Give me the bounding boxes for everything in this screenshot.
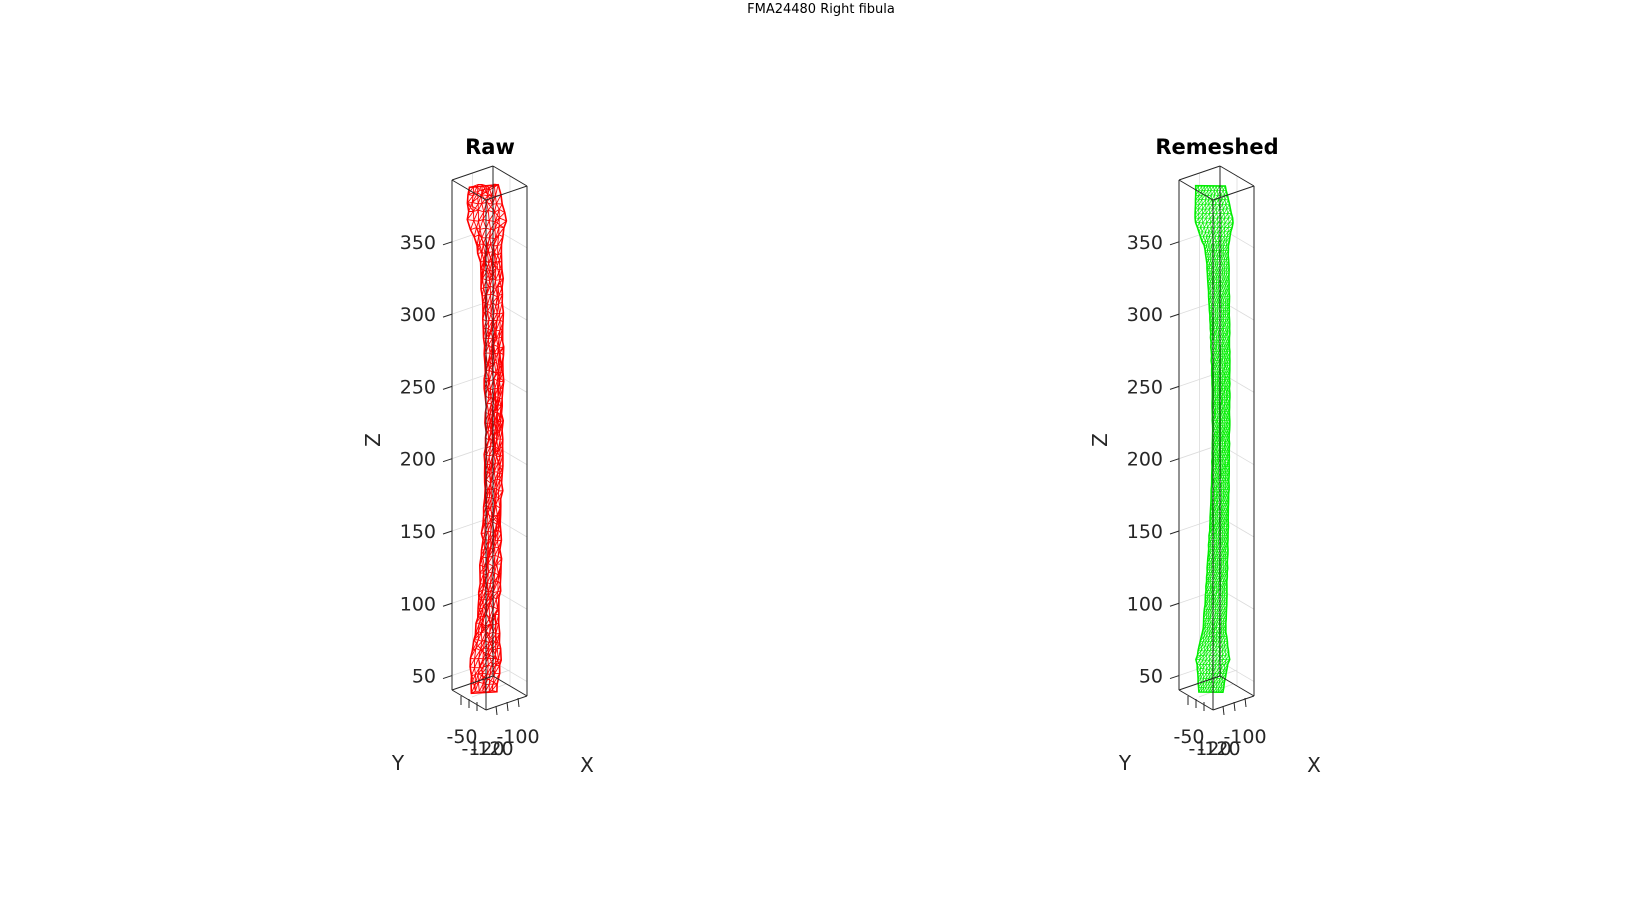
box-edge: [1219, 165, 1255, 187]
raw-y-axis-label: Y: [391, 751, 405, 775]
box-edge: [1178, 179, 1214, 201]
z-axis-ticks: 50 100 150 200 250 300 350: [1127, 232, 1247, 716]
z-tick: [1169, 385, 1180, 390]
z-tick-label: 300: [400, 304, 436, 326]
z-tick-label: 350: [1127, 232, 1163, 254]
raw-x-axis-label: X: [580, 753, 594, 777]
x-tick: [517, 697, 520, 708]
raw-x-tick-label: -120: [470, 738, 513, 760]
remeshed-y-tick-label: -50: [1173, 726, 1204, 748]
z-tick-label: 100: [1127, 593, 1163, 615]
remeshed-x-axis-label: X: [1307, 753, 1321, 777]
z-tick: [442, 675, 453, 680]
axes-box: [451, 165, 528, 711]
bone-mesh: [466, 183, 508, 695]
z-tick: [442, 530, 453, 535]
box-edge: [1178, 165, 1221, 181]
box-edge: [451, 165, 494, 181]
bone-mesh: [1194, 184, 1234, 694]
raw-y-tick-label: -120: [461, 738, 504, 760]
remeshed-y-tick-label: -120: [1188, 738, 1231, 760]
x-tick: [1222, 705, 1225, 716]
z-tick-label: 350: [400, 232, 436, 254]
raw-z-axis-label: Z: [361, 433, 385, 447]
remeshed-x-tick-label: -100: [1223, 726, 1266, 748]
z-tick-label: 200: [1127, 449, 1163, 471]
remeshed-panel-title: Remeshed: [1155, 135, 1278, 159]
z-tick-label: 200: [400, 449, 436, 471]
remeshed-y-axis-label: Y: [1118, 751, 1132, 775]
z-tick: [442, 313, 453, 318]
x-tick: [1244, 697, 1247, 708]
z-tick: [1169, 458, 1180, 463]
z-tick: [442, 602, 453, 607]
z-tick: [442, 241, 453, 246]
x-tick: [506, 701, 509, 712]
z-tick: [1169, 241, 1180, 246]
z-tick: [442, 385, 453, 390]
z-tick: [442, 458, 453, 463]
z-tick-label: 300: [1127, 304, 1163, 326]
bone-wireframe: [1194, 185, 1234, 693]
z-tick-label: 100: [400, 593, 436, 615]
x-tick: [495, 705, 498, 716]
z-tick-label: 150: [1127, 521, 1163, 543]
z-tick-label: 50: [1139, 666, 1163, 688]
figure-title: FMA24480 Right fibula: [747, 2, 895, 17]
raw-mesh-panel: Raw Z Y X -50 -120 -100 -120 50 100 150 200…: [361, 135, 594, 777]
z-tick: [1169, 313, 1180, 318]
z-tick: [1169, 602, 1180, 607]
raw-panel-title: Raw: [465, 135, 515, 159]
box-edge: [492, 675, 528, 697]
z-tick-label: 150: [400, 521, 436, 543]
z-axis-ticks: 50 100 150 200 250 300 350: [400, 232, 520, 716]
z-tick-label: 50: [412, 666, 436, 688]
x-tick: [1233, 701, 1236, 712]
remeshed-x-tick-label: -120: [1197, 738, 1240, 760]
box-edge: [451, 179, 487, 201]
z-tick: [1169, 530, 1180, 535]
box-edge: [492, 165, 528, 187]
z-tick-label: 250: [1127, 376, 1163, 398]
raw-y-tick-label: -50: [446, 726, 477, 748]
raw-x-tick-label: -100: [496, 726, 539, 748]
remeshed-mesh-panel: Remeshed Z Y X -50 -120 -100 -120 50 100 1…: [1088, 135, 1321, 777]
axes-box: [1178, 165, 1255, 711]
box-edge: [485, 695, 528, 711]
box-edge: [1212, 695, 1255, 711]
remeshed-z-axis-label: Z: [1088, 433, 1112, 447]
z-tick: [1169, 675, 1180, 680]
box-edge: [1219, 675, 1255, 697]
z-tick-label: 250: [400, 376, 436, 398]
